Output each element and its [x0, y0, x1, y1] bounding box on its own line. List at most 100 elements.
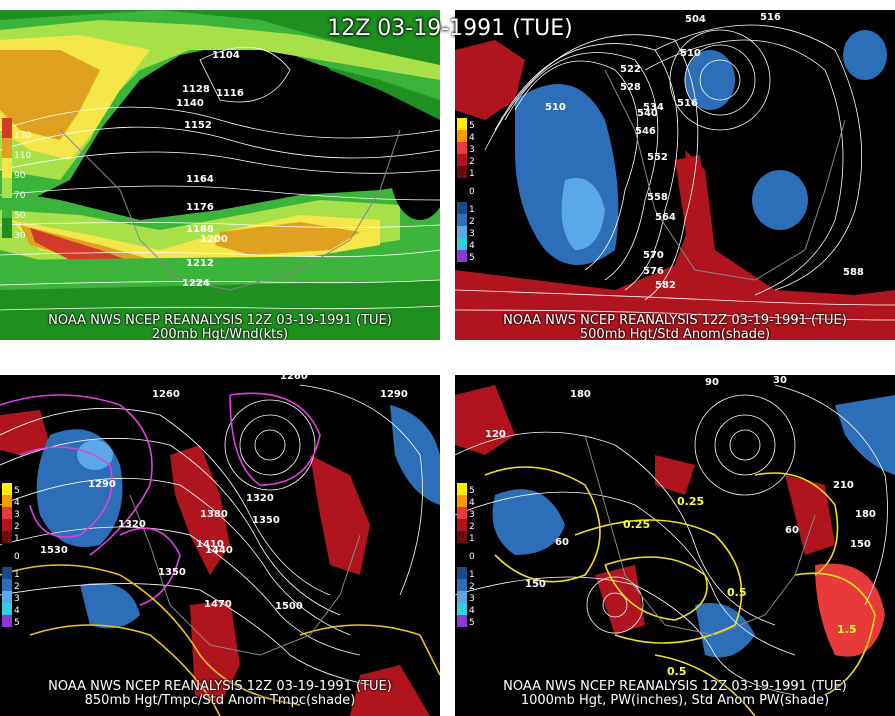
svg-text:1: 1: [14, 534, 20, 544]
svg-text:1: 1: [469, 169, 475, 179]
svg-text:1: 1: [14, 570, 20, 580]
svg-text:0.25: 0.25: [623, 518, 650, 531]
map-1000mb: 5 4 3 2 1 0 1 2 3 4 5 120 180 90 60 150 …: [455, 375, 895, 716]
svg-text:4: 4: [469, 606, 475, 616]
panel-200mb: 130 110 90 70 50 30 1104 1128 1116 1140 …: [0, 10, 440, 340]
svg-text:180: 180: [570, 389, 591, 400]
svg-text:3: 3: [469, 510, 475, 520]
svg-text:2: 2: [469, 157, 475, 167]
svg-text:120: 120: [485, 429, 506, 440]
caption-850mb-line2: 850mb Hgt/Tmpc/Std Anom Tmpc(shade): [84, 693, 356, 708]
svg-text:5: 5: [469, 121, 475, 131]
svg-text:1.5: 1.5: [837, 623, 857, 636]
svg-text:588: 588: [843, 267, 864, 278]
svg-text:1260: 1260: [280, 375, 308, 382]
svg-text:546: 546: [635, 126, 656, 137]
svg-text:130: 130: [14, 131, 31, 141]
contour-labels-1000mb: 120 180 90 60 150 210 0.25 0.5 1.5 0.25 …: [485, 375, 876, 678]
caption-500mb-line2: 500mb Hgt/Std Anom(shade): [579, 327, 771, 340]
svg-text:570: 570: [643, 250, 664, 261]
svg-text:1350: 1350: [158, 567, 186, 578]
svg-text:4: 4: [14, 498, 20, 508]
svg-text:2: 2: [469, 582, 475, 592]
caption-200mb-line2: 200mb Hgt/Wnd(kts): [151, 327, 289, 340]
svg-text:2: 2: [14, 582, 20, 592]
svg-text:3: 3: [469, 229, 475, 239]
map-850mb: 5 4 3 2 1 0 1 2 3 4 5 1260 1290 1320 135…: [0, 375, 440, 716]
svg-text:510: 510: [545, 102, 566, 113]
svg-text:180: 180: [855, 509, 876, 520]
svg-text:1500: 1500: [275, 601, 303, 612]
svg-text:0.5: 0.5: [667, 665, 687, 678]
svg-text:3: 3: [14, 510, 20, 520]
svg-text:1290: 1290: [380, 389, 408, 400]
svg-text:4: 4: [469, 498, 475, 508]
svg-text:1176: 1176: [186, 202, 214, 213]
caption-200mb-line1: NOAA NWS NCEP REANALYSIS 12Z 03-19-1991 …: [48, 313, 392, 328]
svg-text:1470: 1470: [204, 599, 232, 610]
svg-text:516: 516: [760, 12, 781, 23]
svg-text:576: 576: [643, 266, 664, 277]
main-title: 12Z 03-19-1991 (TUE): [327, 16, 573, 41]
svg-text:5: 5: [469, 253, 475, 263]
svg-text:1212: 1212: [186, 258, 214, 269]
svg-text:1320: 1320: [246, 493, 274, 504]
svg-text:30: 30: [14, 231, 26, 241]
map-200mb: 130 110 90 70 50 30 1104 1128 1116 1140 …: [0, 10, 440, 340]
svg-text:210: 210: [833, 480, 854, 491]
map-500mb: 5 4 3 2 1 0 1 2 3 4 5 504 516 510 522 52…: [455, 10, 895, 340]
svg-text:552: 552: [647, 152, 668, 163]
scale-850mb: 5 4 3 2 1 0 1 2 3 4 5: [2, 483, 20, 628]
scale-1000mb: 5 4 3 2 1 0 1 2 3 4 5: [457, 483, 475, 628]
svg-text:1: 1: [469, 570, 475, 580]
svg-text:70: 70: [14, 191, 26, 201]
contour-labels-500mb: 504 516 510 522 528 534 540 546 552 558 …: [545, 12, 864, 291]
caption-1000mb-line2: 1000mb Hgt, PW(inches), Std Anom PW(shad…: [520, 693, 830, 708]
svg-text:5: 5: [469, 486, 475, 496]
svg-text:1: 1: [469, 205, 475, 215]
svg-text:540: 540: [637, 108, 658, 119]
svg-text:4: 4: [14, 606, 20, 616]
svg-text:1320: 1320: [118, 519, 146, 530]
svg-text:516: 516: [677, 98, 698, 109]
svg-text:1290: 1290: [88, 479, 116, 490]
svg-text:90: 90: [14, 171, 26, 181]
svg-text:504: 504: [685, 14, 706, 25]
svg-text:3: 3: [469, 145, 475, 155]
svg-text:150: 150: [850, 539, 871, 550]
svg-text:60: 60: [555, 537, 569, 548]
svg-text:1260: 1260: [152, 389, 180, 400]
svg-text:1530: 1530: [40, 545, 68, 556]
svg-text:1410: 1410: [196, 539, 224, 550]
svg-text:1164: 1164: [186, 174, 214, 185]
svg-text:2: 2: [14, 522, 20, 532]
svg-text:0: 0: [14, 552, 20, 562]
svg-text:564: 564: [655, 212, 676, 223]
scale-500mb: 5 4 3 2 1 0 1 2 3 4 5: [457, 118, 475, 263]
caption-850mb-line1: NOAA NWS NCEP REANALYSIS 12Z 03-19-1991 …: [48, 679, 392, 694]
svg-text:4: 4: [469, 241, 475, 251]
svg-text:150: 150: [525, 579, 546, 590]
panel-500mb: 5 4 3 2 1 0 1 2 3 4 5 504 516 510 522 52…: [455, 10, 895, 340]
svg-text:0.5: 0.5: [727, 586, 747, 599]
svg-text:1116: 1116: [216, 88, 244, 99]
svg-text:2: 2: [469, 217, 475, 227]
svg-text:1: 1: [469, 534, 475, 544]
svg-text:5: 5: [14, 618, 20, 628]
svg-text:1188: 1188: [186, 224, 214, 235]
svg-text:50: 50: [14, 211, 26, 221]
svg-text:5: 5: [469, 618, 475, 628]
scale-200mb: 130 110 90 70 50 30: [2, 118, 31, 241]
svg-text:2: 2: [469, 522, 475, 532]
contour-labels-200mb: 1104 1128 1116 1140 1152 1164 1176 1188 …: [176, 50, 244, 289]
svg-text:3: 3: [14, 594, 20, 604]
svg-text:90: 90: [705, 377, 719, 388]
svg-text:4: 4: [469, 133, 475, 143]
svg-text:1104: 1104: [212, 50, 240, 61]
svg-text:1200: 1200: [200, 234, 228, 245]
svg-text:534: 534: [643, 102, 664, 113]
caption-1000mb-line1: NOAA NWS NCEP REANALYSIS 12Z 03-19-1991 …: [503, 679, 847, 694]
svg-text:510: 510: [680, 48, 701, 59]
svg-text:30: 30: [773, 375, 787, 386]
svg-text:558: 558: [647, 192, 668, 203]
